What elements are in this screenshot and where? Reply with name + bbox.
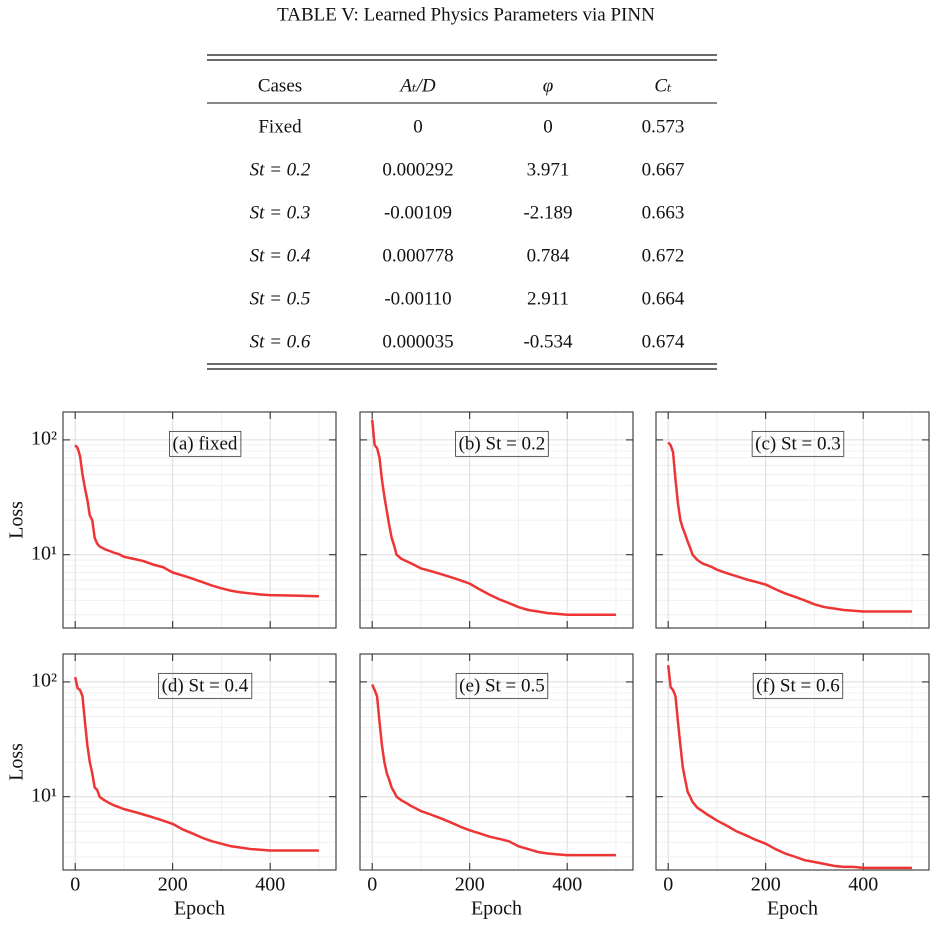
panel-title-box bbox=[751, 430, 845, 457]
table-cell: St = 0.4 bbox=[250, 245, 311, 266]
table-cell: 0.784 bbox=[527, 245, 570, 266]
plot-frame bbox=[62, 411, 337, 629]
loss-line bbox=[74, 444, 319, 598]
table-cell: St = 0.2 bbox=[250, 159, 311, 180]
plot-frame bbox=[359, 411, 634, 629]
panel-title-box bbox=[752, 672, 844, 699]
x-axis-label: Epoch bbox=[471, 898, 522, 920]
x-tick-label: 400 bbox=[255, 874, 285, 896]
table-cell: 0.000035 bbox=[382, 331, 453, 352]
table-cell: 0 bbox=[413, 116, 423, 137]
loss-line bbox=[667, 441, 912, 613]
x-tick-label: 0 bbox=[663, 874, 673, 896]
loss-line bbox=[666, 664, 912, 870]
x-tick-label: 0 bbox=[70, 874, 80, 896]
loss-line bbox=[371, 683, 616, 857]
x-tick-label: 400 bbox=[848, 874, 878, 896]
panel-title: (f) St = 0.6 bbox=[756, 675, 840, 696]
x-tick-label: 200 bbox=[455, 874, 485, 896]
table-cell: St = 0.3 bbox=[250, 202, 311, 223]
table-cell: 0.664 bbox=[642, 288, 685, 309]
table-cell: 0 bbox=[543, 116, 553, 137]
table-cell: 0.573 bbox=[642, 116, 685, 137]
y-tick-label: 10² bbox=[31, 669, 57, 691]
table-cell: 0.672 bbox=[642, 245, 685, 266]
table-cell: 0.663 bbox=[642, 202, 685, 223]
x-tick-label: 0 bbox=[367, 874, 377, 896]
panel-title: (c) St = 0.3 bbox=[755, 433, 841, 454]
panel-title-box bbox=[169, 430, 242, 457]
plot-frame bbox=[62, 653, 337, 871]
panel-title: (b) St = 0.2 bbox=[459, 433, 546, 454]
y-axis-label: Loss bbox=[6, 501, 28, 539]
y-tick-label: 10¹ bbox=[31, 542, 57, 564]
table-cell: 2.911 bbox=[527, 288, 569, 309]
table-cell: 0.000292 bbox=[382, 159, 453, 180]
table-cell: -0.534 bbox=[523, 331, 573, 352]
panel-title: (e) St = 0.5 bbox=[459, 675, 545, 696]
x-axis-label: Epoch bbox=[174, 898, 225, 920]
loss-line bbox=[370, 419, 616, 616]
x-axis-label: Epoch bbox=[767, 898, 818, 920]
panel-title-box bbox=[455, 430, 549, 457]
table-cell: Fixed bbox=[258, 116, 302, 137]
y-axis-label: Loss bbox=[6, 743, 28, 781]
x-tick-label: 200 bbox=[751, 874, 781, 896]
y-tick-label: 10² bbox=[31, 427, 57, 449]
y-tick-label: 10¹ bbox=[31, 784, 57, 806]
table-header: Cₜ bbox=[654, 75, 672, 96]
table-cell: St = 0.5 bbox=[250, 288, 311, 309]
table-title: TABLE V: Learned Physics Parameters via … bbox=[277, 4, 655, 25]
table-header: Cases bbox=[258, 75, 302, 96]
panel-title-box bbox=[455, 672, 549, 699]
table-cell: -0.00109 bbox=[384, 202, 452, 223]
table-cell: 0.674 bbox=[642, 331, 685, 352]
table-header: Aₜ/D bbox=[398, 75, 436, 96]
x-tick-label: 400 bbox=[552, 874, 582, 896]
table-cell: 0.667 bbox=[642, 159, 685, 180]
table-header: φ bbox=[543, 75, 554, 96]
table-cell: 3.971 bbox=[527, 159, 570, 180]
panel-title: (a) fixed bbox=[173, 433, 238, 454]
table-cell: -0.00110 bbox=[384, 288, 451, 309]
plot-frame bbox=[359, 653, 634, 871]
table-cell: St = 0.6 bbox=[250, 331, 311, 352]
table-cell: 0.000778 bbox=[382, 245, 453, 266]
panel-title-box bbox=[158, 672, 253, 699]
plot-frame bbox=[655, 653, 930, 871]
table-cell: -2.189 bbox=[523, 202, 572, 223]
x-tick-label: 200 bbox=[158, 874, 188, 896]
panel-title: (d) St = 0.4 bbox=[162, 675, 249, 696]
plot-frame bbox=[655, 411, 930, 629]
loss-line bbox=[73, 676, 319, 852]
